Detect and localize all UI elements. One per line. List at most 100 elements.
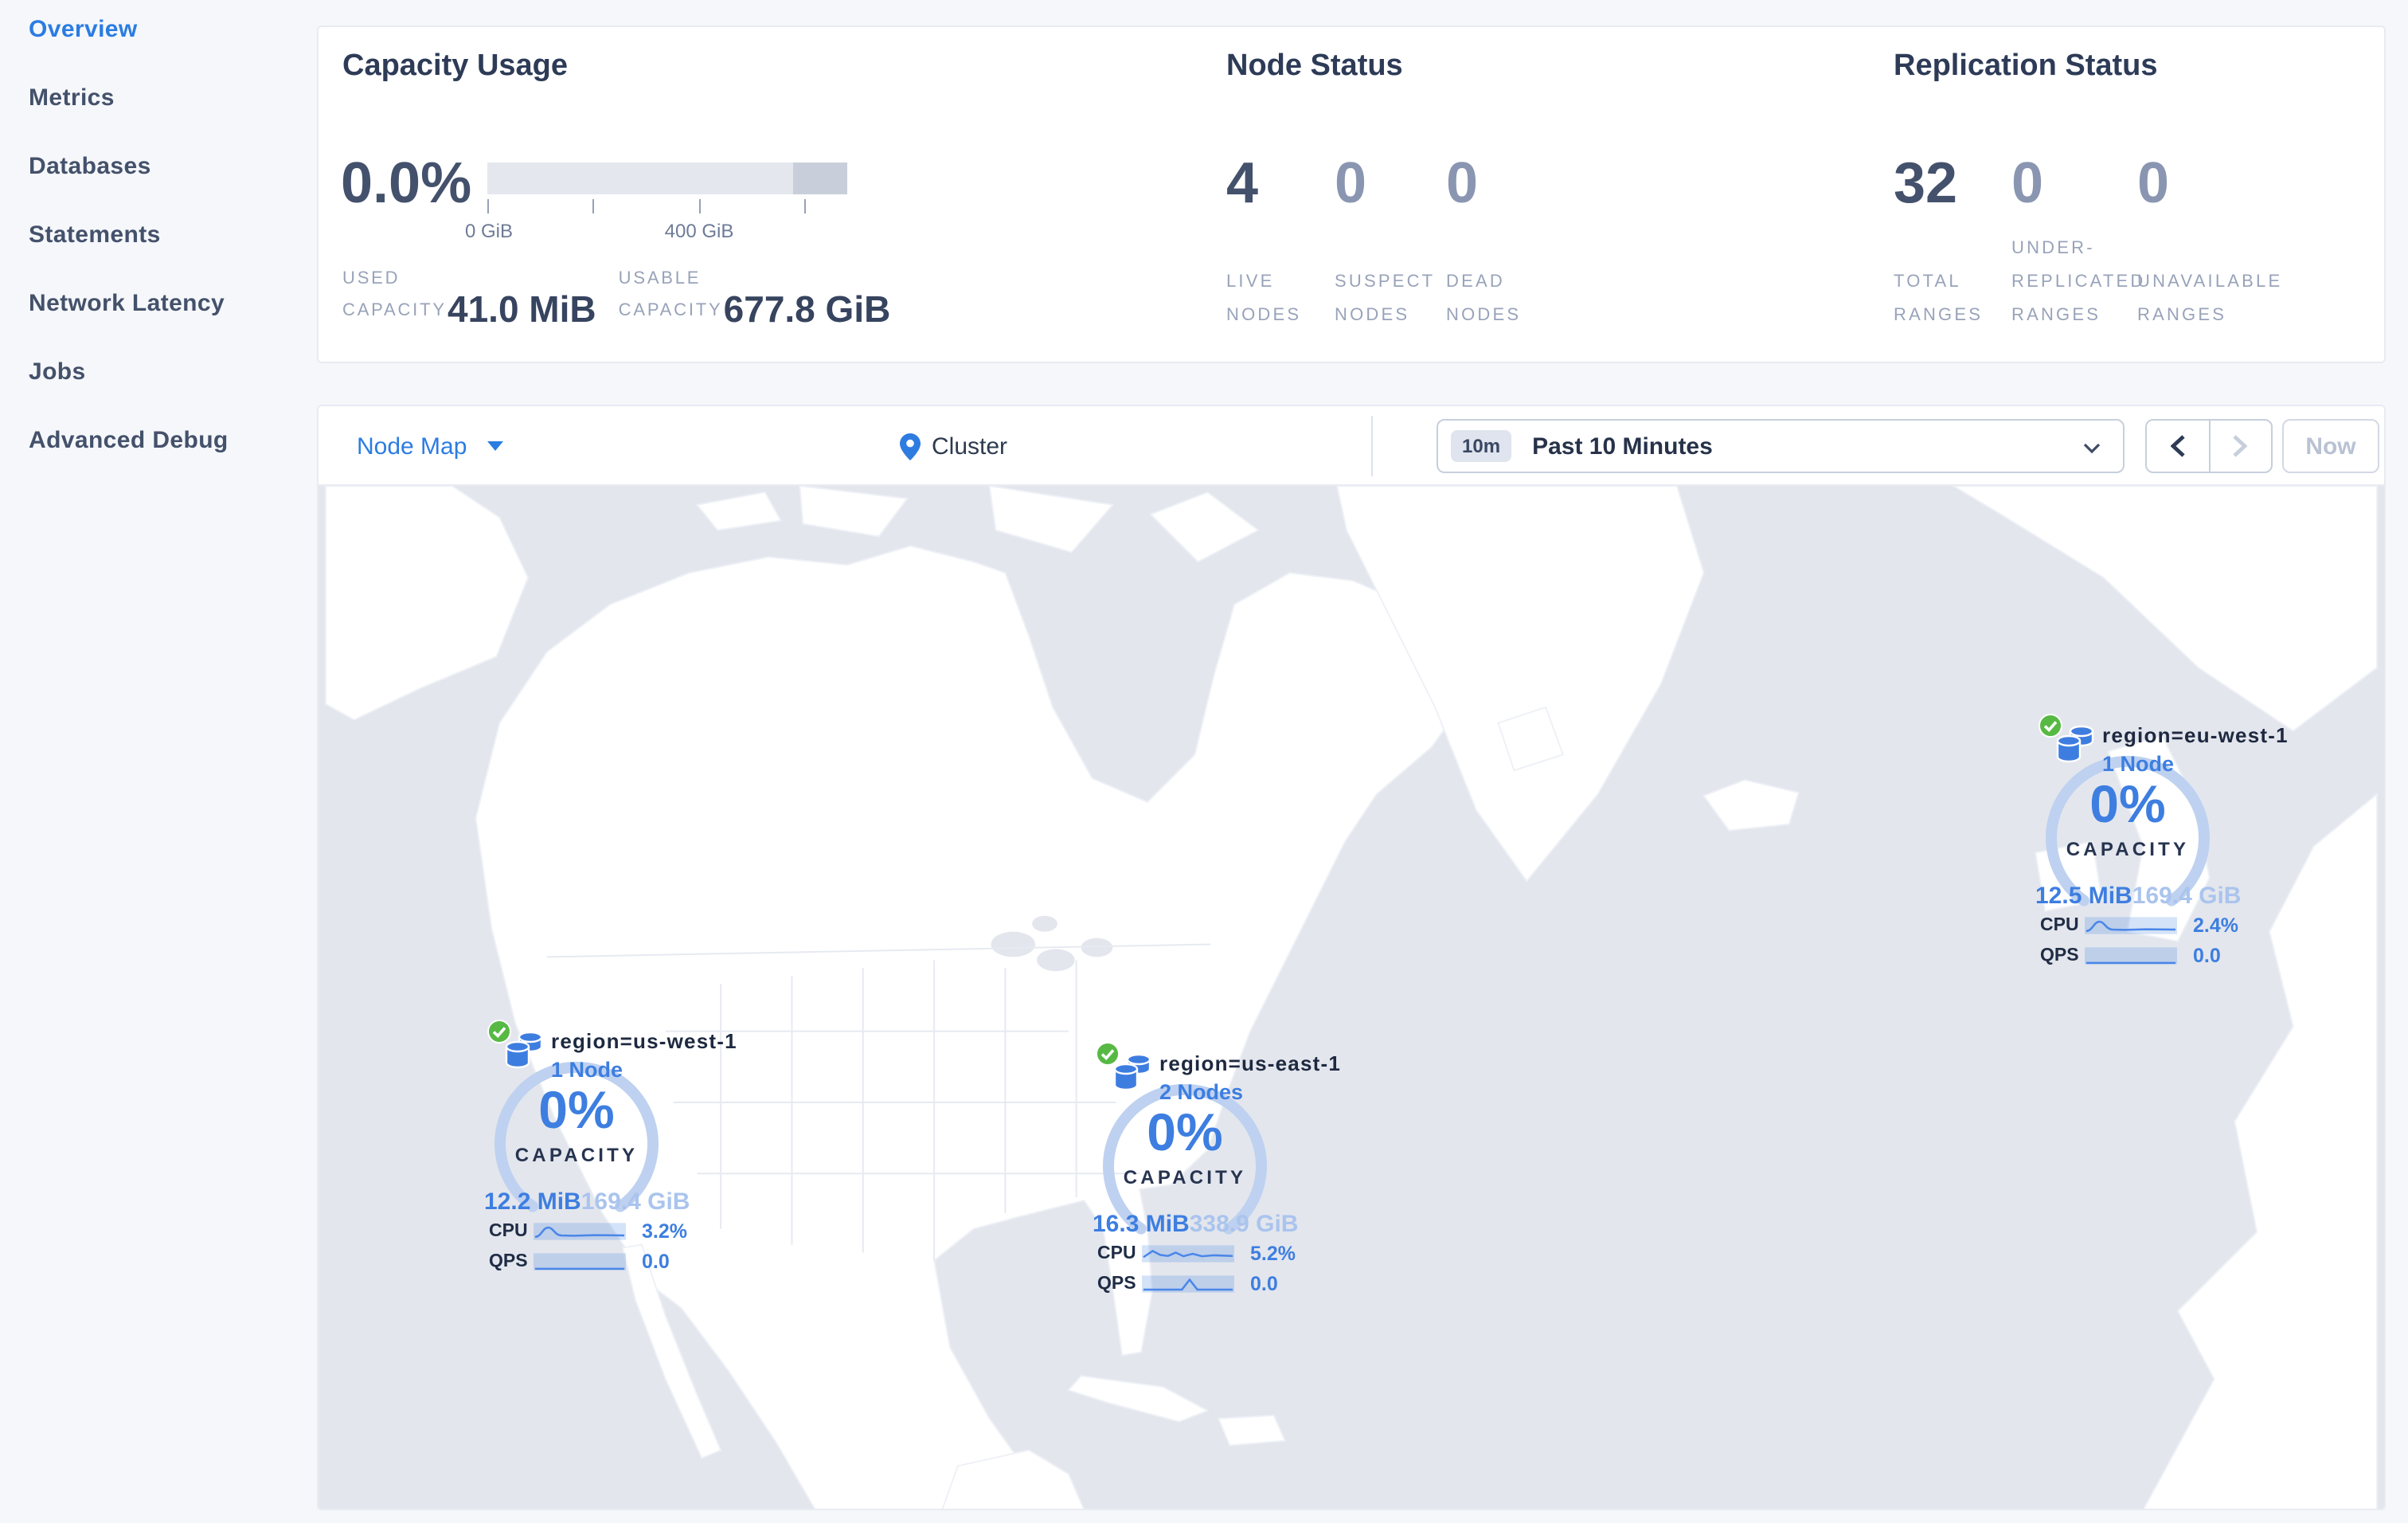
cpu-value: 3.2% (642, 1220, 687, 1242)
region-capacity-percent: 0% (2089, 774, 2166, 833)
under-replicated-ranges-label: UNDER-REPLICATED RANGES (2011, 239, 2146, 326)
total-ranges-label: TOTAL RANGES (1894, 272, 1984, 326)
cpu-label: CPU (2040, 915, 2079, 934)
region-total-capacity: 169.4 GiB (580, 1188, 690, 1216)
region-capacity-percent: 0% (538, 1080, 615, 1139)
usable-capacity-label: USABLE CAPACITY (618, 269, 723, 321)
chevron-down-icon (2083, 443, 2101, 454)
total-ranges-value: 32 (1894, 150, 1958, 215)
chevron-left-icon (2170, 435, 2185, 457)
database-icon (1113, 1053, 1151, 1091)
live-nodes-value: 4 (1226, 150, 1259, 215)
sidebar-item-network-latency[interactable]: Network Latency (29, 290, 225, 317)
cpu-sparkline (1142, 1244, 1234, 1262)
under-replicated-ranges-value: 0 (2011, 150, 2044, 215)
region-nodes-link[interactable]: 1 Node (2102, 752, 2175, 776)
cpu-value: 2.4% (2193, 914, 2238, 936)
qps-value: 0.0 (2193, 944, 2221, 966)
capacity-ring (494, 1061, 659, 1212)
time-range-dropdown[interactable]: 10m Past 10 Minutes (1437, 419, 2125, 473)
cpu-sparkline (534, 1222, 626, 1239)
replication-status-title: Replication Status (1894, 49, 2158, 83)
usable-capacity-stat: USABLE CAPACITY 677.8 GiB (619, 263, 891, 327)
used-capacity-stat: USED CAPACITY 41.0 MiB (342, 263, 596, 327)
region-nodes-link[interactable]: 1 Node (551, 1058, 624, 1082)
breadcrumb[interactable]: Cluster (900, 406, 1007, 486)
previous-time-window-button[interactable] (2147, 421, 2210, 472)
database-icon (505, 1031, 543, 1069)
world-map (325, 486, 2378, 1509)
capacity-bar (487, 162, 847, 194)
healthy-check-icon (1096, 1042, 1120, 1066)
region-name: region=us-east-1 (1159, 1051, 1341, 1075)
axis-tick (699, 199, 701, 213)
region-capacity-label: CAPACITY (2066, 838, 2190, 860)
sidebar-item-jobs[interactable]: Jobs (29, 358, 86, 386)
axis-tick-label: 400 GiB (664, 220, 734, 242)
region-capacity-label: CAPACITY (1123, 1166, 1247, 1188)
chevron-right-icon (2233, 435, 2248, 457)
live-nodes-label: LIVE NODES (1226, 272, 1302, 326)
toolbar-divider (1371, 416, 1373, 476)
cpu-value: 5.2% (1250, 1242, 1296, 1264)
region-used-capacity: 12.2 MiB (484, 1188, 581, 1216)
time-window-arrows (2145, 419, 2273, 473)
dead-nodes-value: 0 (1446, 150, 1479, 215)
qps-label: QPS (489, 1251, 528, 1270)
now-button[interactable]: Now (2282, 419, 2379, 473)
qps-value: 0.0 (1250, 1272, 1278, 1294)
node-status-title: Node Status (1226, 49, 1403, 83)
node-map-card: Node Map Cluster 10m Past 10 Minutes (317, 405, 2386, 1510)
capacity-usage-title: Capacity Usage (342, 49, 569, 83)
qps-sparkline (1142, 1274, 1234, 1292)
view-mode-dropdown[interactable]: Node Map (357, 406, 504, 486)
region-nodes-link[interactable]: 2 Nodes (1159, 1080, 1244, 1104)
state-borders (546, 943, 1211, 1261)
time-range-badge: 10m (1451, 430, 1512, 462)
capacity-ring (1103, 1083, 1267, 1235)
unavailable-ranges-value: 0 (2137, 150, 2170, 215)
axis-tick-label: 0 GiB (464, 220, 514, 242)
qps-label: QPS (2040, 946, 2079, 965)
usable-capacity-value: 677.8 GiB (723, 288, 891, 330)
sidebar-item-advanced-debug[interactable]: Advanced Debug (29, 427, 229, 454)
time-range-label: Past 10 Minutes (1532, 433, 1713, 460)
region-capacity-percent: 0% (1147, 1102, 1223, 1161)
breadcrumb-label: Cluster (932, 433, 1008, 460)
qps-label: QPS (1097, 1274, 1136, 1293)
database-icon (2056, 725, 2094, 763)
cpu-label: CPU (489, 1221, 528, 1240)
region-name: region=us-west-1 (551, 1029, 737, 1053)
suspect-nodes-value: 0 (1335, 150, 1367, 215)
map-pin-icon (900, 433, 921, 460)
unavailable-ranges-label: UNAVAILABLE RANGES (2137, 272, 2283, 326)
dead-nodes-label: DEAD NODES (1446, 272, 1522, 326)
sidebar-item-databases[interactable]: Databases (29, 153, 151, 180)
map-toolbar: Node Map Cluster 10m Past 10 Minutes (319, 406, 2384, 486)
qps-value: 0.0 (642, 1250, 670, 1272)
caret-down-icon (487, 441, 504, 451)
sidebar-nav: Overview Metrics Databases Statements Ne… (0, 0, 317, 1523)
axis-tick (804, 199, 806, 213)
capacity-percent: 0.0% (341, 150, 472, 215)
suspect-nodes-label: SUSPECT NODES (1335, 272, 1435, 326)
sidebar-item-statements[interactable]: Statements (29, 221, 161, 249)
cpu-label: CPU (1097, 1243, 1136, 1263)
axis-tick (487, 199, 489, 213)
used-capacity-value: 41.0 MiB (448, 288, 596, 330)
node-map: region=us-west-1 1 Node 0% CAPACITY 12.2… (319, 486, 2384, 1509)
region-capacity-label: CAPACITY (514, 1144, 639, 1166)
region-used-capacity: 16.3 MiB (1093, 1211, 1190, 1238)
axis-tick (592, 199, 594, 213)
sidebar-item-overview[interactable]: Overview (29, 16, 138, 43)
next-time-window-button[interactable] (2210, 421, 2271, 472)
region-total-capacity: 338.9 GiB (1189, 1211, 1299, 1238)
region-used-capacity: 12.5 MiB (2035, 883, 2132, 910)
cluster-summary-card: Capacity Usage 0.0% 0 GiB 400 GiB USED C… (317, 25, 2386, 363)
capacity-bar-used-segment (793, 162, 847, 194)
qps-sparkline (534, 1252, 626, 1270)
sidebar-item-metrics[interactable]: Metrics (29, 84, 115, 112)
view-mode-label: Node Map (357, 433, 467, 460)
region-total-capacity: 169.4 GiB (2132, 883, 2242, 910)
